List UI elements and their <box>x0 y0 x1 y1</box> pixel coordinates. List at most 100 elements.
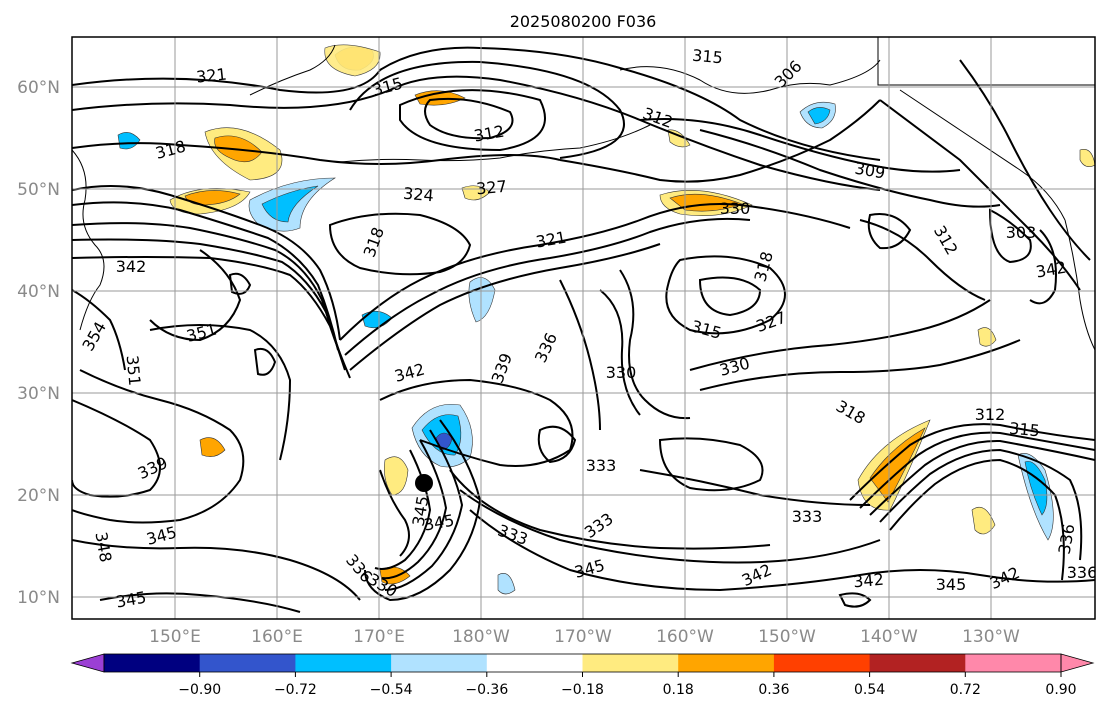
contour <box>867 213 912 250</box>
colorbar-segment <box>104 654 201 672</box>
colorbar: −0.90 −0.72 −0.54 −0.36 −0.18 0.18 0.36 0.54 0.7… <box>70 653 1095 698</box>
lon-label: 180°W <box>452 627 510 647</box>
contour <box>99 592 301 613</box>
contour-label: 333 <box>586 456 617 475</box>
latitude-labels: 60°N 50°N 40°N 30°N 20°N 10°N <box>17 78 60 608</box>
contour <box>72 256 351 379</box>
lon-label: 170°W <box>554 627 612 647</box>
contour-label: 330 <box>720 199 751 218</box>
contour <box>599 289 641 416</box>
colorbar-segment <box>199 654 296 672</box>
lon-label: 140°W <box>860 627 918 647</box>
contour <box>619 269 691 420</box>
map-area: 321 315 315 306 318 312 312 324 327 309 … <box>72 37 1098 619</box>
colorbar-tick-label: −0.90 <box>178 682 221 698</box>
patch-orange-west <box>184 190 241 206</box>
lon-label: 150°W <box>758 627 816 647</box>
patch-yellow-central <box>384 456 409 496</box>
contour <box>374 449 432 570</box>
patch-yellow-e3 <box>971 506 996 535</box>
contour-label: 342 <box>116 257 147 276</box>
contour <box>665 255 786 335</box>
contour <box>869 439 1095 516</box>
coastline-alaska <box>619 59 881 94</box>
contour <box>149 249 242 342</box>
contour <box>537 425 577 464</box>
contour-label: 303 <box>1006 223 1037 242</box>
graticule <box>72 37 1095 619</box>
contour <box>838 592 872 608</box>
colorbar-tick-label: −0.72 <box>274 682 317 698</box>
colorbar-segment <box>486 654 583 672</box>
lat-label: 10°N <box>17 588 60 608</box>
patch-orange-east <box>869 427 926 503</box>
colorbar-extend-low <box>70 653 105 673</box>
coastline-aleutians <box>339 124 651 163</box>
lon-label: 160°E <box>251 627 303 647</box>
colorbar-tick-label: −0.36 <box>465 682 508 698</box>
contour <box>364 419 482 602</box>
contour <box>449 469 771 550</box>
contour <box>381 439 448 580</box>
contour <box>379 378 574 467</box>
contour <box>689 299 991 371</box>
contour-label: 312 <box>975 405 1006 424</box>
colorbar-segment <box>295 654 392 672</box>
colorbar-segment <box>391 654 488 672</box>
colorbar-segment <box>773 654 871 672</box>
contour <box>384 429 464 591</box>
lon-label: 130°W <box>962 627 1020 647</box>
contour <box>658 437 764 492</box>
contour <box>228 272 252 295</box>
colorbar-segment <box>678 654 775 672</box>
contour <box>72 539 361 601</box>
colorbar-tick-label: 0.36 <box>758 682 789 698</box>
contour <box>349 243 661 371</box>
patch-yellow-north <box>324 44 381 77</box>
contour <box>559 99 881 183</box>
contour-lines <box>72 46 1095 613</box>
coastline-usa <box>1064 219 1095 351</box>
contour <box>879 99 1081 291</box>
lon-label: 170°E <box>353 627 405 647</box>
contour-label: 330 <box>606 363 637 382</box>
contour <box>72 238 346 371</box>
contour-label: 342 <box>852 570 884 592</box>
patch-blue-nw1 <box>117 132 141 150</box>
colorbar-tick-label: 0.18 <box>663 682 694 698</box>
contour <box>879 448 1083 561</box>
colorbar-segment <box>869 654 966 672</box>
contour <box>379 469 410 557</box>
contour <box>639 118 961 173</box>
contour <box>459 489 881 564</box>
patch-blue-s <box>497 573 516 595</box>
longitude-labels: 150°E 160°E 170°E 180°W 170°W 160°W 150°… <box>149 627 1020 647</box>
patch-blue-mid3 <box>468 277 496 323</box>
contour <box>699 339 1021 391</box>
figure-title: 2025080200 F036 <box>510 12 657 31</box>
contour <box>1029 229 1057 305</box>
colorbar-tick-label: 0.54 <box>854 682 885 698</box>
map-frame <box>71 36 1096 620</box>
contour-label: 351 <box>123 354 145 386</box>
contour <box>559 279 601 431</box>
contour-label: 336 <box>1067 563 1098 582</box>
border-box <box>877 37 1095 86</box>
colorbar-tick-label: −0.18 <box>561 682 604 698</box>
contour <box>253 347 277 376</box>
lat-label: 50°N <box>17 180 60 200</box>
lat-label: 20°N <box>17 486 60 506</box>
contour-label: 333 <box>792 507 823 526</box>
lat-label: 30°N <box>17 384 60 404</box>
contour <box>72 185 341 341</box>
contour-label: 315 <box>1008 419 1040 441</box>
colorbar-segment <box>582 654 679 672</box>
colorbar-tick-label: 0.72 <box>950 682 981 698</box>
lon-label: 160°W <box>656 627 714 647</box>
lat-label: 60°N <box>17 78 60 98</box>
colorbar-tick-label: 0.90 <box>1045 682 1076 698</box>
contour-label: 345 <box>936 575 967 594</box>
contour-label: 321 <box>195 64 227 86</box>
patch-cyan-ne1 <box>807 107 831 125</box>
